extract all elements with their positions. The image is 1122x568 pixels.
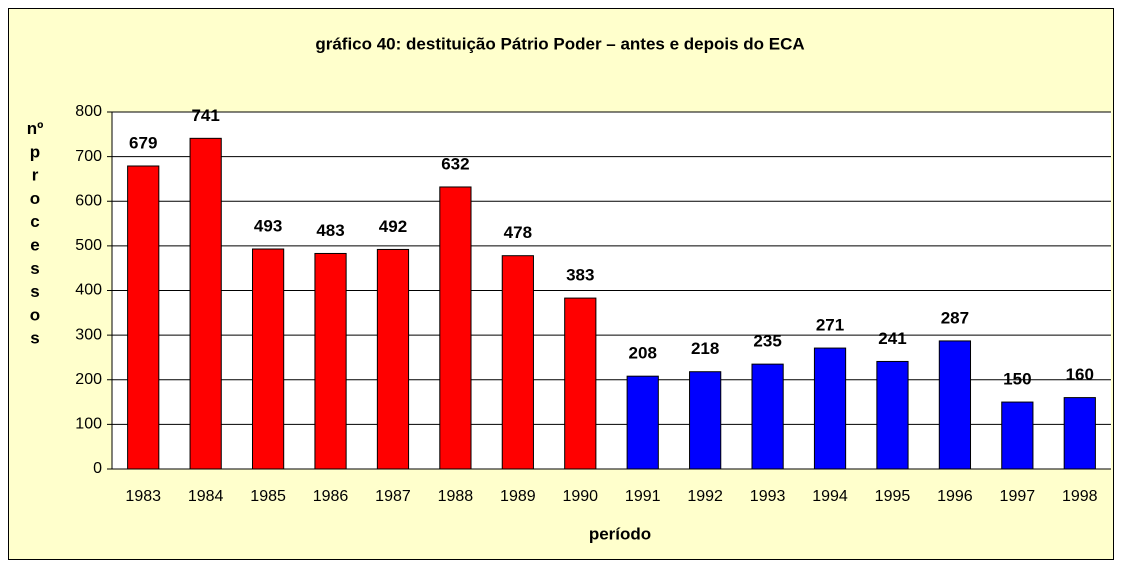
x-tick-label: 1985 <box>250 488 286 505</box>
data-label: 271 <box>816 316 844 335</box>
bar <box>439 186 472 470</box>
bar <box>813 347 847 470</box>
x-tick-label: 1984 <box>188 488 224 505</box>
data-label: 287 <box>941 308 969 327</box>
x-tick-label: 1989 <box>500 488 536 505</box>
data-label: 483 <box>316 221 344 240</box>
y-tick-label: 600 <box>75 192 102 209</box>
x-tick-label: 1993 <box>750 488 786 505</box>
data-label: 160 <box>1066 365 1094 384</box>
data-label: 150 <box>1003 370 1031 389</box>
x-tick-label: 1998 <box>1062 488 1098 505</box>
y-tick-label: 100 <box>75 416 102 433</box>
x-tick-label: 1988 <box>438 488 474 505</box>
data-label: 208 <box>629 344 657 363</box>
x-tick-label: 1986 <box>313 488 349 505</box>
x-axis-label: período <box>589 524 651 543</box>
chart-title: gráfico 40: destituição Pátrio Poder – a… <box>315 34 804 53</box>
x-tick-label: 1987 <box>375 488 411 505</box>
data-label: 383 <box>566 266 594 285</box>
x-tick-label: 1991 <box>625 488 661 505</box>
y-tick-label: 400 <box>75 282 102 299</box>
data-label: 235 <box>753 332 781 351</box>
bar <box>376 248 410 470</box>
y-tick-label: 700 <box>75 148 102 165</box>
data-label: 493 <box>254 216 282 235</box>
data-label: 241 <box>878 329 906 348</box>
bar <box>876 360 909 470</box>
x-tick-label: 1990 <box>562 488 598 505</box>
bar <box>689 371 722 470</box>
bar <box>938 340 972 470</box>
data-label: 492 <box>379 217 407 236</box>
x-tick-label: 1994 <box>812 488 848 505</box>
x-tick-label: 1992 <box>687 488 723 505</box>
data-label: 679 <box>129 133 157 152</box>
bar <box>564 297 597 470</box>
y-tick-label: 800 <box>75 103 102 120</box>
bar <box>1063 397 1096 470</box>
data-label: 218 <box>691 339 719 358</box>
y-tick-label: 200 <box>75 371 102 388</box>
data-label: 632 <box>441 154 469 173</box>
bar <box>127 165 160 470</box>
data-label: 478 <box>504 223 532 242</box>
bar <box>314 252 347 470</box>
y-tick-label: 0 <box>93 460 102 477</box>
bar <box>751 363 784 470</box>
bar <box>501 255 534 470</box>
bar <box>1001 401 1034 470</box>
y-tick-label: 500 <box>75 237 102 254</box>
x-tick-label: 1997 <box>1000 488 1036 505</box>
bar <box>626 375 659 470</box>
x-tick-label: 1996 <box>937 488 973 505</box>
data-label: 741 <box>191 106 219 125</box>
bar <box>189 137 222 470</box>
y-tick-label: 300 <box>75 326 102 343</box>
x-tick-label: 1995 <box>875 488 911 505</box>
x-tick-label: 1983 <box>125 488 161 505</box>
bar <box>251 248 285 470</box>
